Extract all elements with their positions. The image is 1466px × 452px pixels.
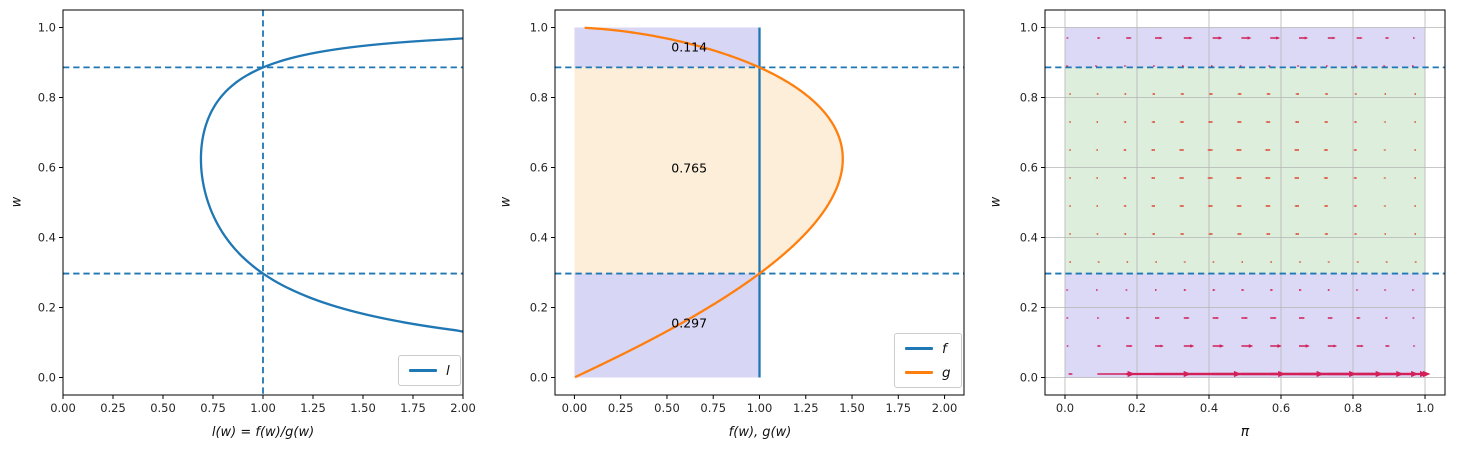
y-tick-label: 0.2 — [530, 301, 548, 315]
y-tick-label: 0.0 — [530, 371, 548, 385]
y-tick-label: 0.6 — [1020, 161, 1038, 175]
p1-legend: l — [398, 355, 461, 386]
band — [1064, 67, 1426, 274]
x-tick-label: 0.6 — [1272, 401, 1290, 415]
y-tick-label: 0.2 — [1020, 301, 1038, 315]
x-tick-label: 1.25 — [793, 401, 819, 415]
p2-legend: f g — [894, 333, 962, 388]
legend-item-l: l — [409, 360, 450, 381]
legend-line-g — [905, 371, 933, 374]
x-tick-label: 2.00 — [932, 401, 958, 415]
y-tick-label: 0.8 — [1020, 91, 1038, 105]
p1-xlabel: l(w) = f(w)/g(w) — [211, 425, 315, 440]
y-tick-label: 0.0 — [1020, 371, 1038, 385]
legend-line-l — [409, 369, 437, 372]
y-tick-label: 0.2 — [38, 301, 56, 315]
x-tick-label: 1.00 — [250, 401, 276, 415]
p2-xlabel: f(w), g(w) — [728, 425, 792, 440]
region-purple — [574, 27, 760, 68]
region-label-bottom: 0.297 — [671, 315, 708, 331]
y-tick-label: 0.0 — [38, 371, 56, 385]
x-tick-label: 0.25 — [100, 401, 126, 415]
x-tick-label: 0.75 — [700, 401, 726, 415]
y-tick-label: 0.6 — [38, 161, 56, 175]
x-tick-label: 0.00 — [50, 401, 76, 415]
y-tick-label: 0.4 — [38, 231, 56, 245]
p2-ylabel: w — [498, 196, 514, 208]
x-tick-label: 0.0 — [1056, 401, 1074, 415]
x-tick-label: 0.8 — [1344, 401, 1362, 415]
legend-label-g: g — [942, 364, 951, 381]
y-tick-label: 0.8 — [38, 91, 56, 105]
y-tick-label: 0.8 — [530, 91, 548, 105]
x-tick-label: 0.2 — [1128, 401, 1146, 415]
panel2-axes: 0.00 0.25 0.50 0.75 1.00 1.25 1.50 1.75 2.00 0.0 0… — [530, 9, 965, 415]
p3-xlabel: π — [1240, 424, 1250, 440]
x-tick-label: 1.75 — [885, 401, 911, 415]
x-tick-label: 2.00 — [450, 401, 476, 415]
region-purple — [574, 273, 760, 378]
y-tick-label: 0.4 — [530, 231, 548, 245]
curve-g — [574, 26, 844, 379]
x-tick-label: 1.50 — [839, 401, 865, 415]
region-label-top: 0.114 — [671, 39, 708, 55]
x-tick-label: 1.0 — [1416, 401, 1434, 415]
legend-label-f: f — [942, 340, 947, 357]
y-tick-label: 0.6 — [530, 161, 548, 175]
x-tick-label: 1.25 — [300, 401, 326, 415]
legend-line-f — [905, 347, 933, 350]
quiver-arrows — [1066, 36, 1431, 378]
x-tick-label: 1.00 — [747, 401, 773, 415]
panel3-axes: 0.0 0.2 0.4 0.6 0.8 1.0 0.0 0.2 0.4 0.6 0.8 1.0 — [1020, 9, 1446, 415]
p1-ylabel: w — [9, 196, 25, 208]
panel-f-g — [555, 26, 964, 379]
x-tick-label: 0.50 — [150, 401, 176, 415]
x-tick-label: 0.75 — [200, 401, 226, 415]
y-tick-label: 0.4 — [1020, 231, 1038, 245]
panel-l-curve — [63, 10, 464, 395]
band — [1064, 27, 1426, 68]
x-tick-label: 1.75 — [400, 401, 426, 415]
grid-lines — [1045, 10, 1445, 395]
p3-ylabel: w — [988, 196, 1004, 208]
x-tick-label: 0.4 — [1200, 401, 1218, 415]
legend-item-g: g — [905, 362, 951, 383]
panel-quiver — [1045, 10, 1445, 395]
region-orange — [574, 67, 843, 274]
legend-item-f: f — [905, 338, 951, 359]
x-tick-label: 0.00 — [562, 401, 588, 415]
x-tick-label: 0.25 — [608, 401, 634, 415]
x-tick-label: 0.50 — [654, 401, 680, 415]
x-tick-label: 1.50 — [350, 401, 376, 415]
y-tick-label: 1.0 — [1020, 21, 1038, 35]
legend-label-l: l — [446, 362, 450, 379]
region-label-middle: 0.765 — [671, 160, 708, 175]
y-tick-label: 1.0 — [38, 21, 56, 35]
band — [1064, 273, 1426, 378]
panel1-axes: 0.00 0.25 0.50 0.75 1.00 1.25 1.50 1.75 2.00 0.0 0… — [38, 9, 476, 415]
y-tick-label: 1.0 — [530, 21, 548, 35]
curve-l — [199, 37, 464, 333]
